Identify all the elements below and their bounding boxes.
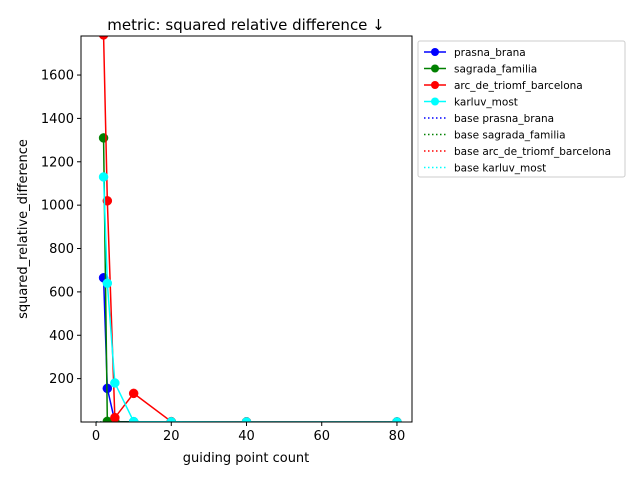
legend-marker-arc-de-triomf-barcelona (431, 81, 439, 89)
data-point-karluv-most (102, 278, 113, 288)
data-point-karluv-most (110, 378, 120, 388)
legend-label-arc-de-triomf-barcelona: arc_de_triomf_barcelona (454, 80, 583, 92)
x-tick-label: 20 (163, 429, 180, 444)
plot-frame (80, 35, 413, 423)
x-tick-label: 0 (92, 429, 100, 444)
y-tick-label: 800 (49, 242, 74, 257)
x-axis-ticks: 0 20 40 60 80 (92, 422, 405, 444)
x-axis-label: guiding point count (183, 451, 310, 466)
y-tick-label: 1000 (41, 199, 74, 214)
legend-marker-karluv-most (431, 97, 439, 106)
legend-label-sagrada-familia: sagrada_familia (454, 64, 537, 76)
y-tick-label: 600 (49, 285, 74, 300)
series-layer (96, 36, 402, 422)
legend-box (417, 40, 626, 178)
y-tick-label: 1200 (41, 155, 74, 170)
y-tick-label: 200 (49, 372, 74, 387)
x-tick-label: 40 (238, 429, 255, 444)
y-tick-label: 1600 (41, 69, 74, 84)
series-line-arc-de-triomf-barcelona (102, 36, 397, 422)
legend-marker-prasna-brana (431, 48, 439, 56)
y-tick-label: 400 (49, 329, 74, 344)
data-point-arc-de-triomf-barcelona (98, 36, 109, 40)
x-tick-label: 80 (389, 429, 406, 444)
y-tick-label: 1400 (41, 112, 74, 127)
legend-label-base-sagrada-familia: base sagrada_familia (454, 130, 566, 142)
series-line-prasna-brana (102, 277, 397, 422)
legend-marker-sagrada-familia (431, 64, 439, 73)
legend: prasna_brana sagrada_familia arc_de_triomf… (417, 40, 626, 178)
legend-label-base-arc-de-triomf-barcelona: base arc_de_triomf_barcelona (454, 146, 611, 158)
data-point-karluv-most (98, 172, 109, 182)
y-axis-label: squared_relative_difference (16, 139, 31, 319)
series-line-sagrada-familia (102, 137, 397, 422)
legend-label-prasna-brana: prasna_brana (454, 47, 526, 59)
series-line-karluv-most (102, 176, 397, 422)
chart-title: metric: squared relative difference ↓ (107, 16, 385, 34)
y-axis-ticks: 200 400 600 800 1000 1200 1400 1600 (41, 69, 81, 387)
legend-label-karluv-most: karluv_most (454, 97, 518, 109)
data-point-arc-de-triomf-barcelona (110, 412, 120, 422)
data-point-arc-de-triomf-barcelona (128, 388, 139, 399)
legend-label-base-karluv-most: base karluv_most (454, 163, 546, 175)
legend-label-base-prasna-brana: base prasna_brana (454, 113, 554, 125)
x-tick-label: 60 (313, 429, 330, 444)
